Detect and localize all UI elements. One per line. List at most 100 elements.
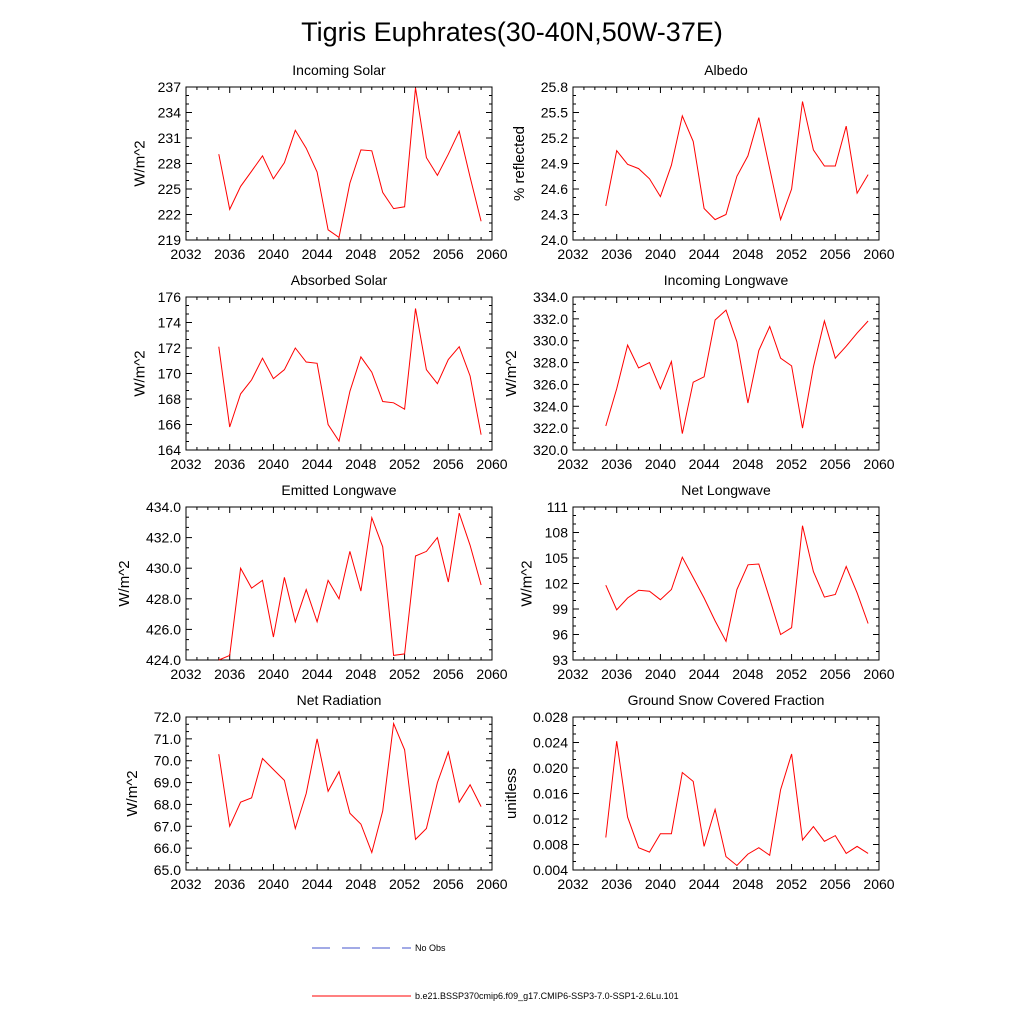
x-tick-label: 2044: [302, 876, 333, 892]
x-tick-label: 2044: [689, 246, 720, 262]
y-tick-label: 237: [158, 79, 182, 95]
chart-panel: Absorbed Solar 2032 2036 2040 2044 2048 2052 20…: [132, 272, 508, 472]
x-tick-label: 2044: [302, 456, 333, 472]
y-tick-label: 164: [158, 442, 182, 458]
y-axis-label: W/m^2: [132, 140, 149, 186]
y-tick-label: 172: [158, 340, 182, 356]
y-tick-label: 334.0: [533, 289, 568, 305]
chart-panel: Albedo 2032 2036 2040 2044 2048 2052 2056 2060 24…: [511, 62, 895, 262]
y-tick-label: 330.0: [533, 333, 568, 349]
y-axis-label: W/m^2: [132, 350, 149, 396]
x-tick-label: 2040: [258, 876, 289, 892]
y-tick-label: 0.028: [533, 709, 568, 725]
x-tick-label: 2060: [863, 246, 894, 262]
x-tick-label: 2056: [433, 876, 464, 892]
x-tick-label: 2032: [170, 246, 201, 262]
x-tick-label: 2060: [863, 876, 894, 892]
panel-title: Net Longwave: [681, 482, 771, 498]
x-tick-label: 2052: [389, 456, 420, 472]
series-line: [605, 309, 869, 434]
x-tick-label: 2044: [302, 666, 333, 682]
y-tick-label: 66.0: [154, 840, 181, 856]
plot-frame: [572, 86, 880, 241]
x-tick-label: 2044: [689, 876, 720, 892]
y-tick-label: 65.0: [154, 862, 181, 878]
y-tick-label: 324.0: [533, 398, 568, 414]
y-tick-label: 434.0: [146, 499, 181, 515]
y-axis-label: unitless: [503, 768, 520, 819]
series-line: [218, 308, 482, 443]
y-tick-label: 69.0: [154, 775, 181, 791]
x-tick-label: 2032: [557, 246, 588, 262]
x-tick-label: 2048: [732, 876, 763, 892]
y-tick-label: 168: [158, 391, 182, 407]
y-tick-label: 99: [552, 601, 568, 617]
x-tick-label: 2060: [476, 246, 507, 262]
y-tick-label: 424.0: [146, 652, 181, 668]
y-tick-label: 322.0: [533, 420, 568, 436]
legend-label: b.e21.BSSP370cmip6.f09_g17.CMIP6-SSP3-7.…: [415, 991, 679, 1001]
y-tick-label: 0.012: [533, 811, 568, 827]
y-tick-label: 71.0: [154, 731, 181, 747]
x-tick-label: 2040: [258, 666, 289, 682]
panel-title: Albedo: [704, 62, 748, 78]
y-tick-label: 225: [158, 181, 182, 197]
x-tick-label: 2056: [433, 456, 464, 472]
x-tick-label: 2040: [645, 876, 676, 892]
x-tick-label: 2040: [258, 246, 289, 262]
x-tick-label: 2044: [689, 456, 720, 472]
x-tick-label: 2048: [732, 456, 763, 472]
x-tick-label: 2036: [214, 456, 245, 472]
plot-frame: [572, 716, 880, 871]
y-tick-label: 105: [545, 550, 569, 566]
x-tick-label: 2048: [345, 456, 376, 472]
x-tick-label: 2060: [476, 876, 507, 892]
x-tick-label: 2036: [214, 246, 245, 262]
x-tick-label: 2048: [732, 666, 763, 682]
x-tick-label: 2052: [776, 246, 807, 262]
y-tick-label: 96: [552, 627, 568, 643]
y-tick-label: 102: [545, 576, 569, 592]
y-tick-label: 72.0: [154, 709, 181, 725]
x-tick-label: 2048: [345, 876, 376, 892]
y-axis-label: W/m^2: [116, 560, 133, 606]
y-axis-label: W/m^2: [503, 350, 520, 396]
y-tick-label: 231: [158, 130, 182, 146]
panel-title: Absorbed Solar: [291, 272, 388, 288]
plot-frame: [185, 296, 493, 451]
chart-panel: Emitted Longwave 2032 2036 2040 2044 2048 2052…: [116, 482, 508, 682]
x-tick-label: 2032: [557, 456, 588, 472]
y-tick-label: 174: [158, 315, 182, 331]
y-axis-label: W/m^2: [519, 560, 536, 606]
x-tick-label: 2052: [389, 666, 420, 682]
x-tick-label: 2036: [601, 246, 632, 262]
y-tick-label: 0.004: [533, 862, 568, 878]
panel-title: Ground Snow Covered Fraction: [628, 692, 825, 708]
series-line: [605, 101, 869, 222]
x-tick-label: 2036: [601, 456, 632, 472]
y-tick-label: 25.8: [541, 79, 568, 95]
chart-panel: Incoming Solar 2032 2036 2040 2044 2048 2052 20…: [132, 62, 508, 262]
series-line: [605, 525, 869, 643]
panel-title: Incoming Solar: [292, 62, 386, 78]
x-tick-label: 2060: [863, 666, 894, 682]
y-tick-label: 170: [158, 366, 182, 382]
x-tick-label: 2040: [645, 666, 676, 682]
x-tick-label: 2052: [776, 666, 807, 682]
x-tick-label: 2040: [645, 246, 676, 262]
y-tick-label: 228: [158, 156, 182, 172]
panel-title: Emitted Longwave: [281, 482, 396, 498]
x-tick-label: 2036: [214, 876, 245, 892]
y-tick-label: 0.016: [533, 786, 568, 802]
x-tick-label: 2056: [433, 666, 464, 682]
x-tick-label: 2052: [776, 456, 807, 472]
x-tick-label: 2044: [302, 246, 333, 262]
panels: Incoming Solar 2032 2036 2040 2044 2048 2052 20…: [116, 62, 895, 892]
y-tick-label: 326.0: [533, 376, 568, 392]
legend: No Obs b.e21.BSSP370cmip6.f09_g17.CMIP6-S…: [312, 943, 679, 1001]
y-tick-label: 222: [158, 207, 182, 223]
x-tick-label: 2032: [557, 876, 588, 892]
y-tick-label: 176: [158, 289, 182, 305]
x-tick-label: 2056: [433, 246, 464, 262]
panel-title: Net Radiation: [297, 692, 382, 708]
